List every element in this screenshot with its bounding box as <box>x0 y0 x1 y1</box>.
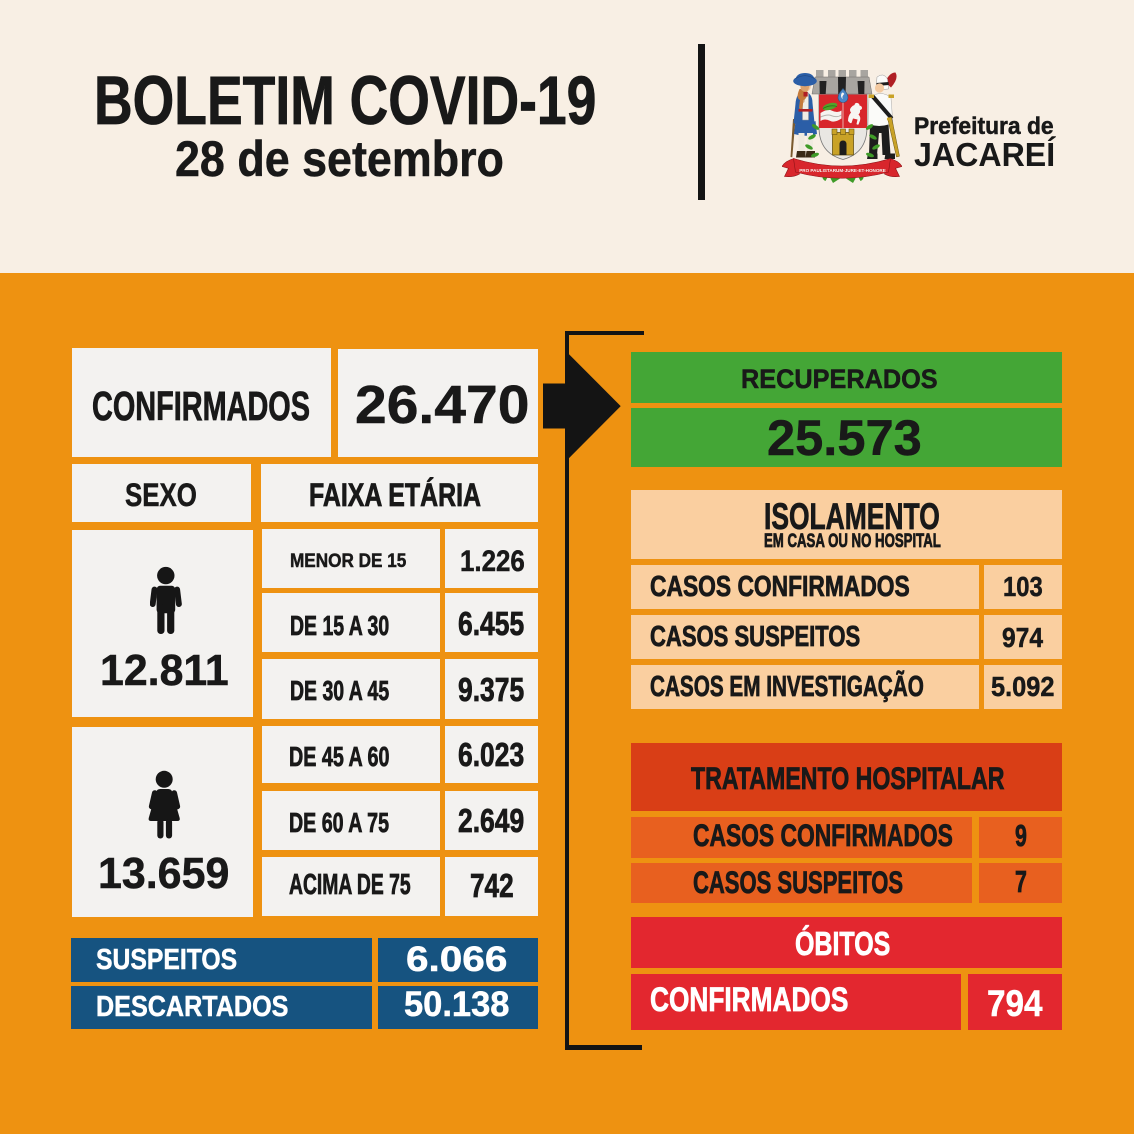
svg-text:PRO PAULISTARUM-JURE-ET-HONORE: PRO PAULISTARUM-JURE-ET-HONORE <box>799 168 886 173</box>
